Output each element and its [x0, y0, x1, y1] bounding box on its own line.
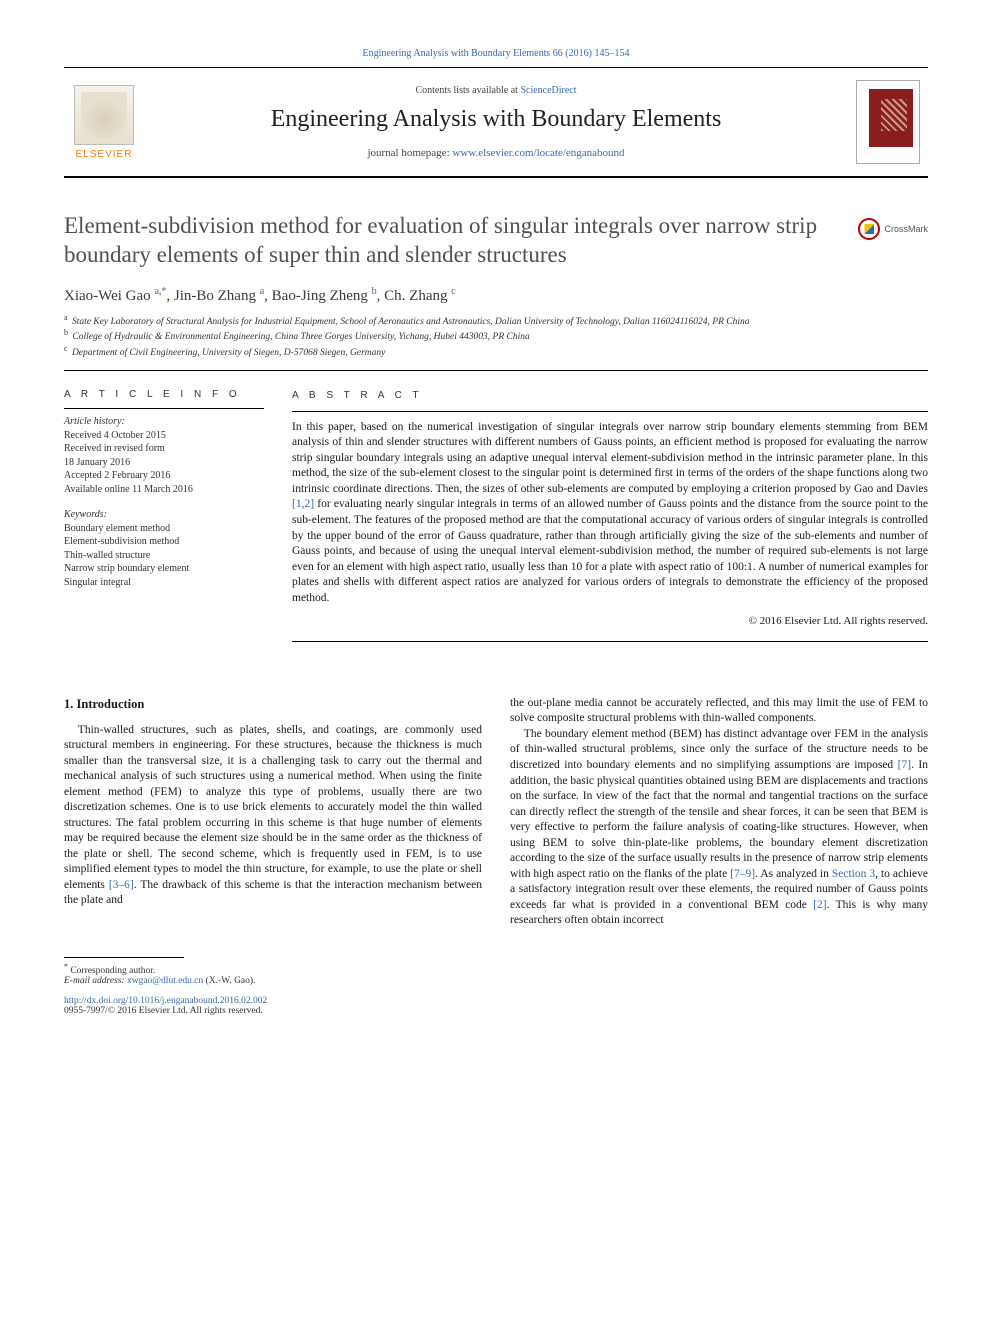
body-paragraph: the out-plane media cannot be accurately…	[510, 696, 928, 727]
masthead: ELSEVIER Contents lists available at Sci…	[64, 67, 928, 178]
homepage-prefix: journal homepage:	[367, 147, 452, 159]
footnotes: * Corresponding author. E-mail address: …	[64, 957, 928, 1016]
issn-copyright: 0955-7997/© 2016 Elsevier Ltd. All right…	[64, 1006, 263, 1016]
affiliations: a State Key Laboratory of Structural Ana…	[64, 313, 928, 361]
authors-line: Xiao-Wei Gao a,*, Jin-Bo Zhang a, Bao-Ji…	[64, 286, 928, 305]
top-citation-link[interactable]: Engineering Analysis with Boundary Eleme…	[363, 48, 630, 59]
ref-link[interactable]: [1,2]	[292, 498, 314, 510]
body-paragraph: Thin-walled structures, such as plates, …	[64, 723, 482, 909]
crossmark-badge[interactable]: CrossMark	[848, 212, 928, 240]
keyword: Element-subdivision method	[64, 536, 179, 547]
section-heading: 1. Introduction	[64, 696, 482, 713]
history-line: Available online 11 March 2016	[64, 484, 193, 495]
history-line: Accepted 2 February 2016	[64, 470, 170, 481]
abstract-heading: A B S T R A C T	[292, 389, 928, 403]
section-ref-link[interactable]: Section 3	[832, 868, 875, 880]
corresponding-author: * Corresponding author.	[64, 962, 928, 976]
elsevier-tree-icon	[74, 85, 134, 145]
keyword: Singular integral	[64, 577, 131, 588]
contents-line: Contents lists available at ScienceDirec…	[144, 85, 848, 96]
sciencedirect-link[interactable]: ScienceDirect	[520, 85, 576, 96]
history-line: Received in revised form	[64, 443, 165, 454]
ref-link[interactable]: [3–6]	[109, 879, 134, 891]
crossmark-label: CrossMark	[884, 224, 928, 234]
article-info-heading: A R T I C L E I N F O	[64, 389, 264, 400]
journal-cover-thumb	[856, 80, 920, 164]
body-paragraph: The boundary element method (BEM) has di…	[510, 727, 928, 929]
keyword: Thin-walled structure	[64, 550, 150, 561]
contents-prefix: Contents lists available at	[415, 85, 520, 96]
keywords-label: Keywords:	[64, 509, 107, 520]
doi-link[interactable]: http://dx.doi.org/10.1016/j.enganabound.…	[64, 996, 267, 1006]
divider	[292, 641, 928, 642]
publisher-logo-block: ELSEVIER	[64, 85, 144, 160]
journal-name: Engineering Analysis with Boundary Eleme…	[144, 106, 848, 133]
top-citation: Engineering Analysis with Boundary Eleme…	[64, 48, 928, 59]
copyright-line: © 2016 Elsevier Ltd. All rights reserved…	[292, 614, 928, 629]
email-link[interactable]: xwgao@dlut.edu.cn	[127, 976, 203, 986]
keyword: Boundary element method	[64, 523, 170, 534]
ref-link[interactable]: [7–9]	[730, 868, 755, 880]
ref-link[interactable]: [7]	[898, 759, 911, 771]
keyword: Narrow strip boundary element	[64, 563, 189, 574]
history-line: 18 January 2016	[64, 457, 130, 468]
abstract-column: A B S T R A C T In this paper, based on …	[292, 389, 928, 642]
homepage-line: journal homepage: www.elsevier.com/locat…	[144, 147, 848, 159]
article-info-column: A R T I C L E I N F O Article history: R…	[64, 389, 264, 642]
email-line: E-mail address: xwgao@dlut.edu.cn (X.-W.…	[64, 976, 928, 986]
divider	[64, 370, 928, 371]
article-history-label: Article history:	[64, 416, 125, 427]
elsevier-label: ELSEVIER	[76, 149, 133, 160]
paper-title: Element-subdivision method for evaluatio…	[64, 212, 848, 270]
body-two-column: 1. Introduction Thin-walled structures, …	[64, 696, 928, 929]
history-line: Received 4 October 2015	[64, 430, 166, 441]
homepage-link[interactable]: www.elsevier.com/locate/enganabound	[452, 147, 624, 159]
ref-link[interactable]: [2]	[813, 899, 826, 911]
crossmark-icon	[858, 218, 880, 240]
abstract-text: In this paper, based on the numerical in…	[292, 420, 928, 606]
